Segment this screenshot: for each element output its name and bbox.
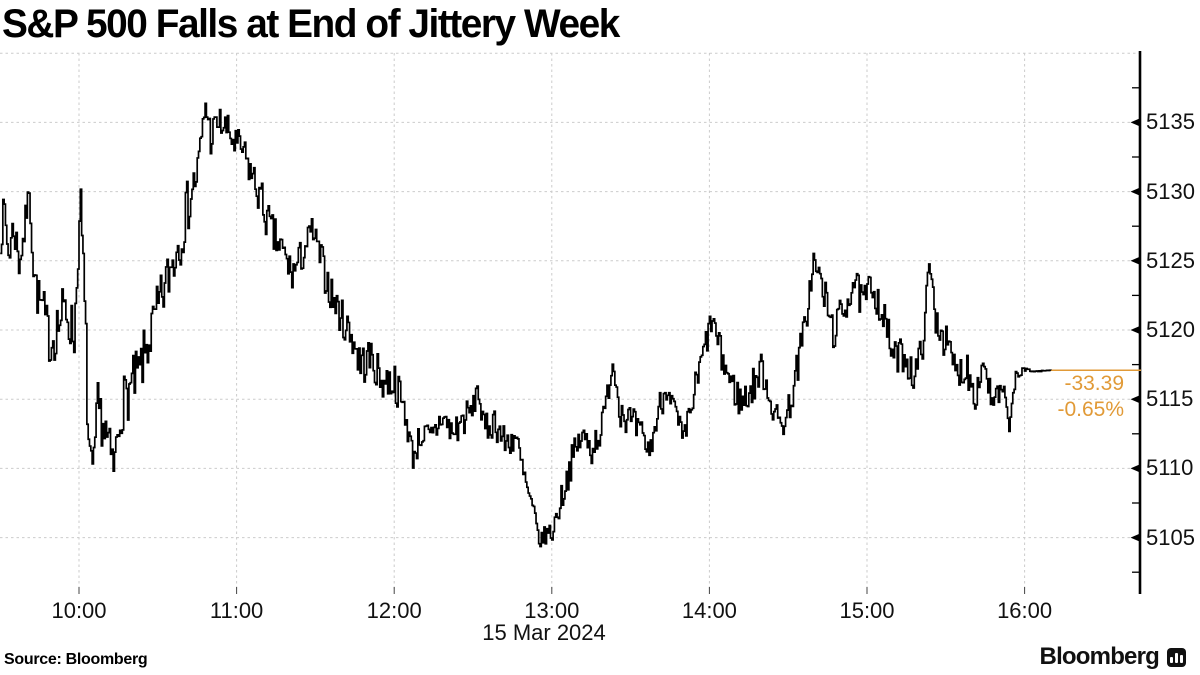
x-tick-label: 12:00 <box>366 598 422 623</box>
bloomberg-logo-icon <box>1167 647 1186 667</box>
y-tick-label: 5125 <box>1146 247 1195 273</box>
y-tick-label: 5105 <box>1146 524 1195 550</box>
source-label: Source: Bloomberg <box>4 651 148 668</box>
pct-change-value: -0.65% <box>1057 398 1124 421</box>
y-tick-label: 5135 <box>1146 109 1195 135</box>
bloomberg-wordmark: Bloomberg <box>1039 643 1160 670</box>
y-tick-label: 5130 <box>1146 178 1195 204</box>
y-tick-label: 5120 <box>1146 317 1195 342</box>
x-tick-label: 14:00 <box>681 598 737 623</box>
x-tick-label: 13:00 <box>524 598 580 623</box>
x-tick-label: 16:00 <box>997 598 1053 623</box>
net-change-annotation: -33.39 -0.65% <box>984 371 1124 423</box>
x-tick-label: 10:00 <box>51 598 107 623</box>
bloomberg-logo: Bloomberg <box>1040 643 1186 671</box>
y-tick-label: 5110 <box>1146 455 1194 481</box>
x-tick-label: 11:00 <box>209 598 264 623</box>
y-tick-label: 5115 <box>1146 386 1194 412</box>
net-change-value: -33.39 <box>1064 372 1124 395</box>
x-axis-date-label: 15 Mar 2024 <box>482 620 606 645</box>
x-tick-label: 15:00 <box>839 598 895 623</box>
